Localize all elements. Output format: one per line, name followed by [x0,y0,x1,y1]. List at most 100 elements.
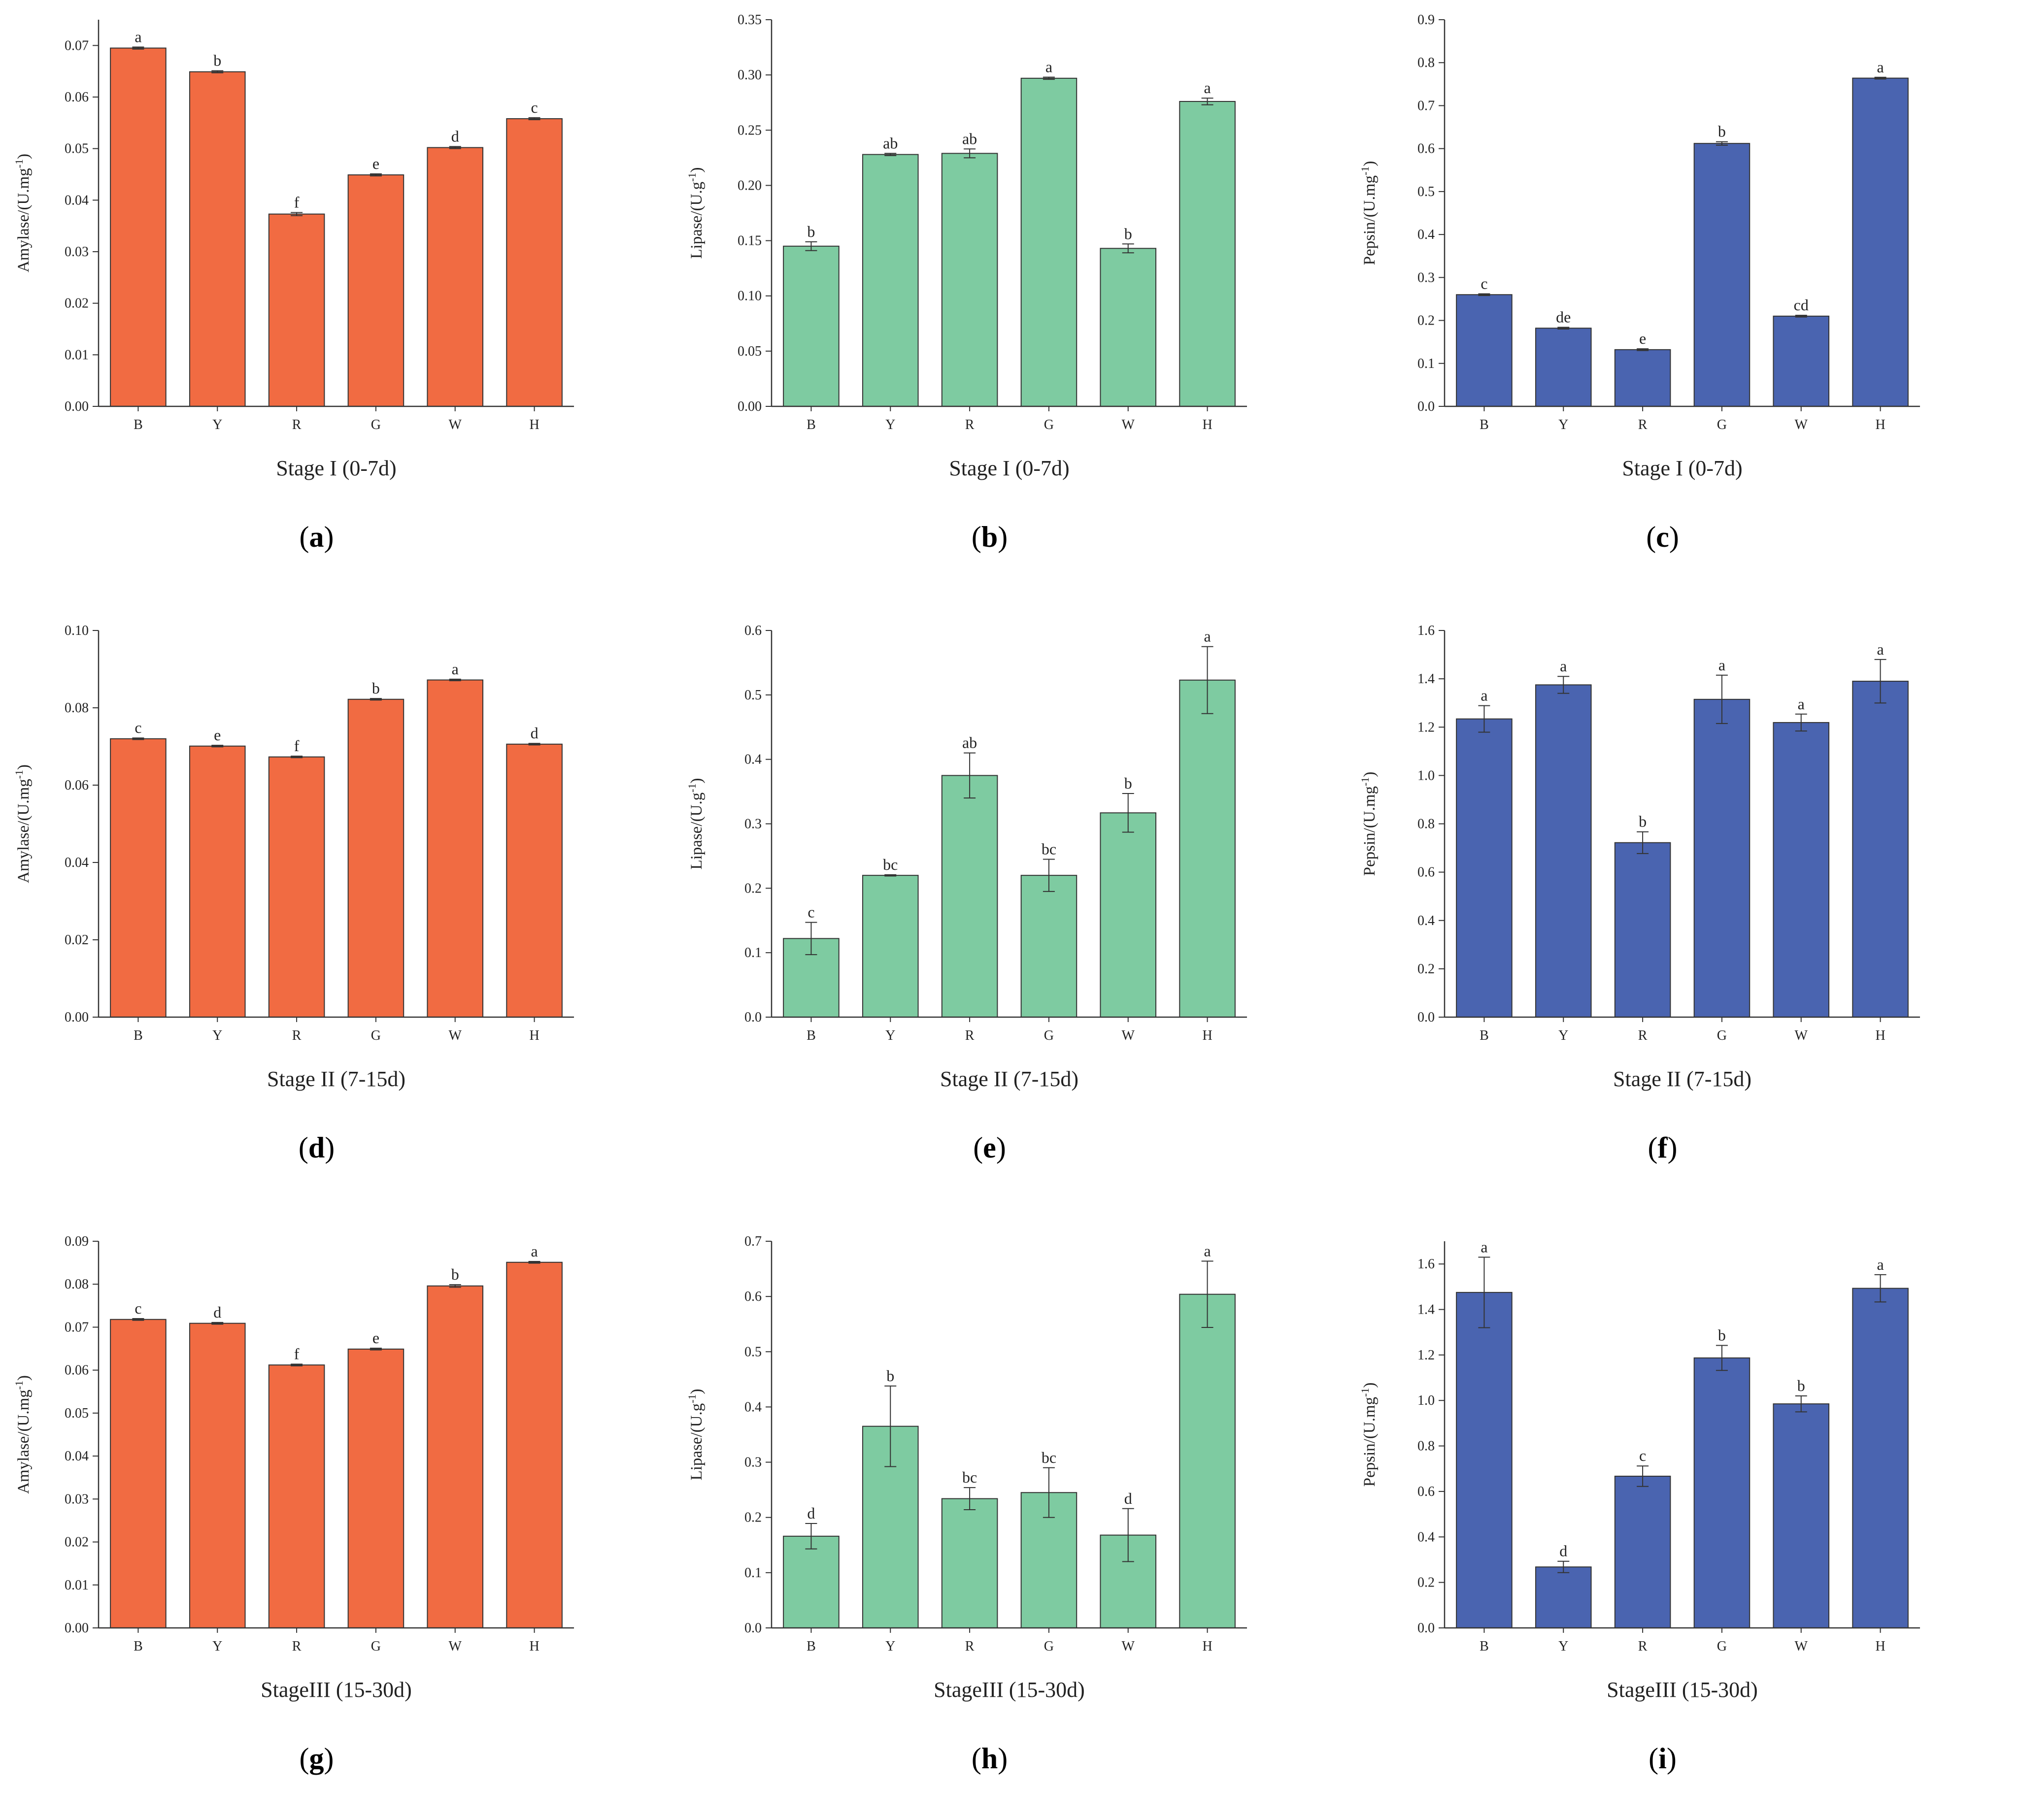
y-tick-label: 0.8 [1417,1439,1435,1454]
x-tick-label: Y [212,417,222,432]
bar-B [110,1319,167,1628]
y-axis-label: Pepsin/(U.mg-1) [1359,161,1379,265]
y-tick-label: 0.01 [65,347,89,363]
y-tick-label: 0.03 [65,1491,89,1507]
y-tick-label: 0.00 [65,1010,89,1025]
x-tick-label: W [1122,1028,1135,1043]
bar-W [1100,248,1157,407]
x-tick-label: H [1202,1028,1212,1043]
y-tick-label: 0.5 [1417,184,1435,199]
x-tick-label: H [1202,417,1212,432]
y-tick-label: 0.00 [65,1621,89,1636]
y-tick-label: 0.6 [1417,1484,1435,1499]
bar-R [941,153,998,407]
chart-svg-d: 0.00 0.02 0.04 0.06 0.08 0.10 c Be Yf Rb Ga Wd H Amyl… [13,623,574,1164]
y-tick-label: 0.4 [744,1399,762,1415]
chart-svg-g: 0.00 0.01 0.02 0.03 0.04 0.05 0.06 0.07 0.08 0.09… [13,1234,574,1775]
x-axis-label: StageIII (15-30d) [1607,1678,1758,1702]
x-tick-label: G [1044,1639,1054,1654]
significance-label: b [372,679,380,697]
x-tick-label: W [1795,417,1808,432]
bar-H [1852,77,1909,407]
x-axis-label: Stage I (0-7d) [949,456,1069,480]
y-tick-label: 0.04 [65,1449,89,1464]
x-axis-label: Stage I (0-7d) [276,456,396,480]
x-tick-label: G [371,417,381,432]
significance-label: a [1204,1242,1211,1259]
bar-B [783,245,840,407]
chart-svg-c: 0.0 0.1 0.2 0.3 0.4 0.5 0.6 0.7 0.8 0.9 c Bde Ye Rb Gc… [1359,12,1920,553]
significance-label: d [451,127,459,145]
y-tick-label: 0.06 [65,1363,89,1378]
significance-label: a [135,28,141,45]
bar-Y [1535,684,1592,1018]
y-tick-label: 0.05 [65,1406,89,1421]
significance-label: bc [962,1468,977,1486]
x-tick-label: W [1122,417,1135,432]
chart-svg-h: 0.0 0.1 0.2 0.3 0.4 0.5 0.6 0.7 d Bb Ybc Rbc Gd Wa H Li… [686,1234,1247,1775]
y-tick-label: 0.35 [738,12,762,28]
y-tick-label: 0.3 [1417,270,1435,285]
panel-label: (c) [1646,521,1679,553]
y-tick-label: 0.08 [65,700,89,716]
significance-label: e [1639,330,1646,347]
y-tick-label: 1.6 [1417,623,1435,638]
bar-W [1100,812,1157,1018]
significance-label: b [1797,1377,1805,1394]
y-tick-label: 0.4 [1417,1529,1435,1545]
y-tick-label: 0.3 [744,817,762,832]
panel-label: (g) [300,1742,334,1775]
y-tick-label: 0.00 [738,399,762,414]
bar-H [1179,100,1236,407]
y-tick-label: 0.07 [65,1320,89,1335]
y-tick-label: 0.4 [1417,227,1435,242]
y-axis-label: Lipase/(U.g-1) [686,1389,706,1480]
significance-label: f [294,737,300,755]
significance-label: e [372,1329,379,1347]
y-tick-label: 0.3 [744,1455,762,1470]
bar-G [347,1348,404,1628]
x-tick-label: W [1795,1639,1808,1654]
y-tick-label: 0.02 [65,1535,89,1550]
bar-Y [1535,328,1592,407]
x-axis-label: Stage II (7-15d) [940,1067,1078,1091]
y-tick-label: 0.03 [65,244,89,260]
y-tick-label: 0.05 [65,141,89,157]
x-tick-label: H [529,1028,539,1043]
y-tick-label: 0.02 [65,296,89,311]
chart-svg-b: 0.000.050.100.150.200.250.300.35bBabYabR… [686,12,1247,553]
y-tick-label: 0.6 [744,1289,762,1304]
x-tick-label: Y [885,1639,895,1654]
significance-label: a [1560,657,1567,675]
y-tick-label: 1.4 [1417,1302,1435,1318]
bar-Y [189,745,246,1018]
significance-label: a [1718,656,1725,674]
x-tick-label: B [134,417,143,432]
significance-label: ab [962,734,977,752]
y-tick-label: 0.06 [65,778,89,793]
x-tick-label: W [1795,1028,1808,1043]
bar-Y [189,1323,246,1629]
x-axis-label: StageIII (15-30d) [261,1678,412,1702]
y-tick-label: 0.0 [744,1621,762,1636]
bar-G [1020,77,1077,407]
x-tick-label: R [965,417,975,432]
bar-W [1773,315,1830,407]
x-tick-label: W [1122,1639,1135,1654]
chart-panel-g: 0.00 0.01 0.02 0.03 0.04 0.05 0.06 0.07 0.08 0.09… [0,1222,673,1820]
significance-label: ab [883,134,898,152]
chart-svg-i: 0.0 0.2 0.4 0.6 0.8 1.0 1.2 1.4 1.6 a Bd Yc Rb Gb Wa H P… [1359,1238,1920,1775]
significance-label: b [1639,813,1647,830]
y-tick-label: 0.08 [65,1277,89,1292]
x-axis-label: Stage I (0-7d) [1622,456,1742,480]
y-tick-label: 0.7 [744,1234,762,1249]
significance-label: d [1559,1542,1567,1560]
y-tick-label: 1.2 [1417,1348,1435,1363]
x-tick-label: B [807,417,816,432]
y-axis-label: Amylase/(U.mg-1) [13,1375,33,1494]
x-tick-label: R [292,1639,302,1654]
y-tick-label: 0.1 [744,1565,762,1581]
bar-H [1852,1288,1909,1629]
